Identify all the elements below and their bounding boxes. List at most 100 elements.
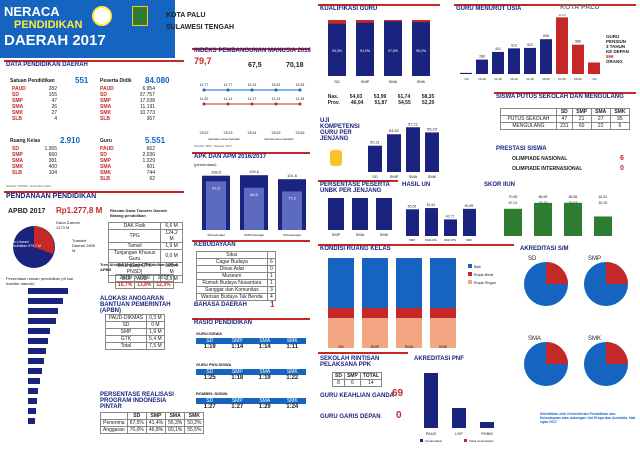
stat-row: SLB 104 — [12, 170, 57, 176]
table-cell: Cagar Budaya — [196, 258, 268, 266]
table-header: SMK — [184, 412, 205, 420]
stat-row: SMA 381 — [12, 158, 57, 164]
table-cell: Situs — [196, 251, 268, 259]
keahlian-title: GURU KEAHLIAN GANDA — [320, 393, 394, 399]
apk-label: 108,6 — [211, 170, 222, 175]
stat-row: PAUD 662 — [100, 146, 155, 152]
stat-row: SLB 4 — [12, 116, 57, 122]
prestasi-int-label: OLIMPIADE INTERNASIONAL — [512, 166, 583, 172]
ukg-label: 57,21 — [408, 121, 419, 126]
tren-val: 13,8% — [134, 281, 155, 289]
table-cell: 56,3% — [165, 419, 186, 427]
table-row: PUTUS SEKOLAH 47 21 27 95 — [500, 115, 631, 123]
kual-row: Prov. 46,04 51,87 54,55 52,20 — [327, 100, 435, 106]
persentase-bar — [28, 288, 68, 294]
table-cell: 7,5 M — [145, 342, 166, 350]
apk-subtitle: (persentase) — [194, 162, 217, 167]
kual-bar — [356, 22, 374, 76]
stat-row: SD 165 — [12, 92, 57, 98]
rintisan-val: 6 — [343, 379, 361, 387]
table-cell: PUTUS SEKOLAH — [500, 115, 557, 123]
pensiun-line: KE DEPAN — [606, 49, 629, 54]
ukg-title: UJI KOMPETENSI GURU PER JENJANG — [320, 118, 360, 142]
teacher-icon — [330, 150, 342, 166]
kondisi-seg — [396, 258, 422, 308]
akreditasi-slice — [546, 262, 568, 284]
tren-year: 2015 — [114, 274, 136, 282]
prestasi-int-value: 0 — [620, 165, 624, 172]
rombel-list: SD 1.365 SMP 660 SMA 381 SMK 400 SLB 104 — [12, 146, 57, 176]
un-bar — [463, 208, 476, 236]
ipm-rata-label: 11,00 — [200, 97, 209, 101]
kondisi-seg — [328, 318, 354, 348]
rasio-val: 1:18 — [231, 375, 244, 381]
table-cell: 0 — [266, 265, 277, 273]
ukg-bar — [425, 132, 439, 172]
pensiun-count: 596 — [606, 54, 614, 59]
rasio-col: SD — [206, 338, 214, 344]
iiun-bar — [564, 202, 582, 236]
ipm-legend: Harapan Lama Sekolah — [208, 137, 240, 141]
unbk-chart: SMP SMA SMK — [328, 198, 392, 237]
akreditasi-label: SD — [528, 256, 537, 262]
iiun-nas: 65,85 — [569, 195, 578, 199]
ipm-legend: Rerata Lama Sekolah — [264, 137, 293, 141]
divider — [318, 352, 408, 354]
tren-year: 2016 — [134, 274, 155, 282]
ukg-cat: SMP — [390, 174, 399, 179]
iiun-nas: 62,51 — [599, 195, 608, 199]
guru-usia-title: GURU MENURUT USIA — [456, 6, 522, 12]
ipm-harapan-label: 15,53 — [296, 83, 305, 87]
pensiun-note: GURU PENSIUN 3 TAHUN KE DEPAN 596 ORANG — [606, 34, 638, 64]
rintisan-val: 8 — [332, 379, 345, 387]
stat-row: SMP 47 — [12, 98, 57, 104]
table-cell: 50,2% — [184, 419, 205, 427]
pnf-bar — [452, 408, 466, 428]
ipm-value: 79,7 — [194, 56, 212, 66]
divider — [318, 4, 440, 6]
rombel-siswa-label: ROMBEL:SISWA — [196, 391, 228, 396]
guru-label: Guru — [100, 138, 112, 144]
un-cat: SMA IPA — [425, 238, 437, 242]
unbk-bar — [352, 198, 368, 230]
divider — [454, 4, 636, 6]
kondisi-chart: SD SMP SMA SMK Baik Rusak Berat Rusak Ringan — [328, 258, 496, 349]
table-cell: 21 — [571, 115, 592, 123]
hasil-un-title: HASIL UN — [402, 182, 431, 188]
table-row: Warisan Budaya Tak Benda 4 — [196, 293, 277, 301]
ukg-label: 54,52 — [389, 128, 400, 133]
persentase-label: Persentase urusan pendidikan (di luar tr… — [6, 276, 74, 286]
akreditasi-title: AKREDITASI S/M — [520, 246, 569, 252]
pnf-title: AKREDITASI PNF — [414, 356, 464, 362]
usia-bar — [492, 51, 504, 74]
guru-usia-city: KOTA PALU — [560, 4, 600, 11]
usia-cat: >60 — [591, 77, 596, 81]
keahlian-value: 69 — [392, 388, 404, 399]
kondisi-seg — [328, 308, 354, 318]
usia-cat: 26-30 — [478, 77, 486, 81]
tren-val: 15,7% — [114, 281, 136, 289]
table-cell: 5,4 M — [145, 335, 166, 343]
peserta-list: PAUD 6.954 SD 37.757 SMP 17.038 SMA 11.191 SMK 10… — [100, 86, 155, 122]
akreditasi-slice — [606, 262, 628, 284]
apk-label: 101,6 — [287, 173, 298, 178]
table-cell: 41,4% — [145, 419, 167, 427]
table-row: DAU (Gaji GTK PNSD) 125,4 M — [107, 262, 183, 276]
kondisi-cat: SMK — [439, 344, 448, 349]
rasio-col: SMK — [286, 369, 298, 375]
rasio-val: 1:24 — [286, 404, 299, 410]
pensiun-line: ORANG — [606, 59, 623, 64]
usia-bar — [476, 59, 488, 74]
unbk-cat: SMP — [332, 232, 341, 237]
prestasi-nas-value: 6 — [620, 155, 624, 162]
table-cell: 95 — [609, 115, 631, 123]
iiun-chart: 70,65 67,01 66,69 70,72 65,85 70,77 62,51 62,20 — [504, 195, 612, 236]
kondisi-seg — [362, 318, 388, 348]
un-cat: SMA IPS — [444, 238, 456, 242]
ipm-harapan-label: 14,77 — [200, 83, 209, 87]
kondisi-seg — [396, 318, 422, 348]
rasio-col: SMP — [231, 338, 243, 344]
rintisan-col: SD — [332, 372, 345, 380]
unbk-bar — [328, 198, 344, 230]
header-title-1: NERACA — [4, 4, 60, 19]
